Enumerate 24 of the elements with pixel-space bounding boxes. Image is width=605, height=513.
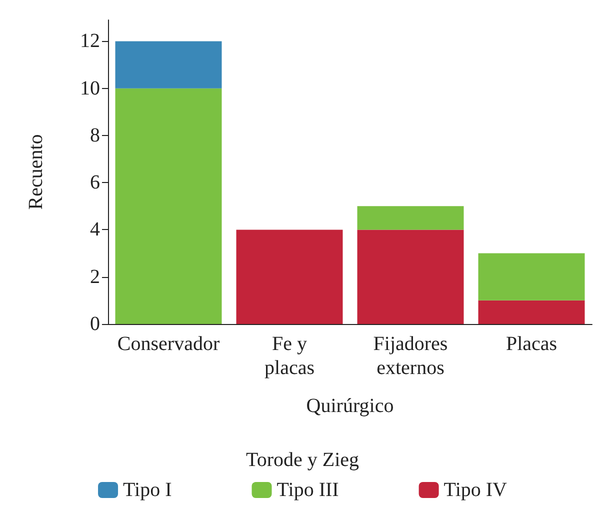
- legend-title: Torode y Zieg: [246, 449, 360, 471]
- bar: [357, 206, 464, 230]
- y-tick-label: 4: [90, 218, 100, 241]
- y-axis-title: Recuento: [25, 134, 47, 210]
- y-tick-label: 10: [80, 77, 100, 100]
- x-tick-label: Placas: [506, 333, 558, 355]
- y-tick-label: 12: [80, 30, 100, 52]
- legend-label: Tipo I: [123, 479, 172, 501]
- bar: [478, 253, 585, 300]
- y-tick-label: 6: [90, 172, 100, 194]
- bar: [478, 300, 585, 324]
- y-tick-label: 8: [90, 124, 100, 146]
- y-tick-label: 0: [90, 313, 100, 335]
- x-tick-label: Fe y placas: [264, 333, 315, 379]
- bar: [115, 88, 222, 324]
- legend-label: Tipo IV: [444, 479, 508, 501]
- x-axis-title: Quirúrgico: [306, 395, 394, 417]
- bar: [236, 230, 343, 324]
- x-tick-label: Conservador: [117, 333, 220, 355]
- x-tick-label: Fijadores externos: [373, 333, 448, 379]
- legend-label: Tipo III: [276, 479, 339, 501]
- bar: [115, 41, 222, 88]
- y-tick-label: 2: [90, 266, 100, 288]
- bar: [357, 230, 464, 324]
